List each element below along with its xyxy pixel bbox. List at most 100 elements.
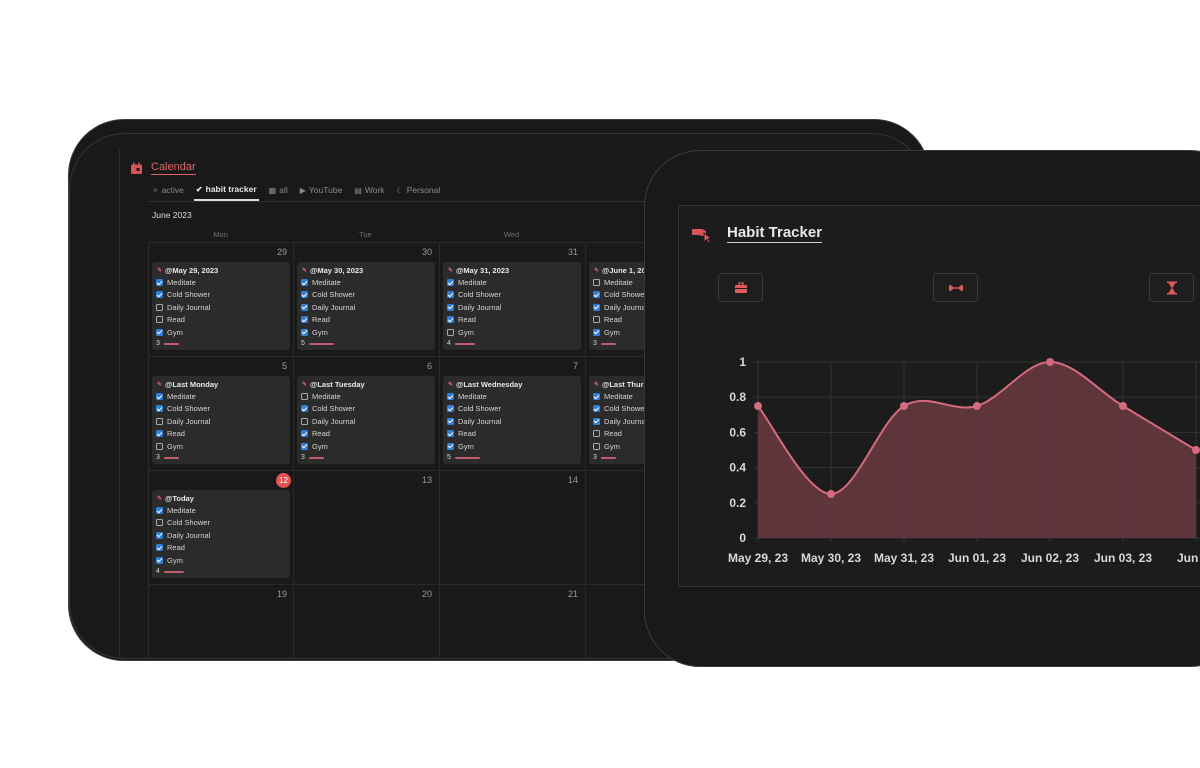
checkbox[interactable] [301, 328, 308, 336]
checkbox[interactable] [156, 279, 163, 286]
progress-bar [600, 456, 616, 459]
checkbox[interactable] [593, 328, 600, 336]
calendar-header[interactable]: Calendar [130, 161, 196, 175]
habit-item: Read [156, 315, 185, 324]
habit-card[interactable]: ✎ @May 30, 2023 Meditate Cold Shower Daily J… [297, 262, 435, 350]
habit-tracker-header[interactable]: Habit Tracker [691, 224, 823, 243]
tab-youtube[interactable]: ▶ YouTube [298, 183, 345, 200]
video-icon: ▶ [299, 185, 306, 195]
checkbox[interactable] [156, 430, 163, 438]
x-tick-label: May 30, 23 [801, 551, 861, 565]
day-number[interactable]: 6 [426, 361, 432, 371]
checkbox[interactable] [593, 442, 600, 450]
tab-all[interactable]: ▦ all [267, 183, 290, 200]
tab-label: active [161, 185, 184, 195]
day-number[interactable]: 21 [567, 589, 578, 599]
checkbox[interactable] [156, 405, 163, 413]
checkbox[interactable] [447, 303, 454, 311]
day-number[interactable]: 19 [276, 589, 287, 599]
checkbox[interactable] [447, 417, 454, 425]
day-number[interactable]: 14 [567, 475, 578, 485]
habit-item: Daily Journal [301, 303, 355, 312]
card-progress: 5 [447, 454, 480, 461]
checkbox[interactable] [156, 393, 163, 400]
checkbox[interactable] [447, 279, 454, 286]
dumbbell-button[interactable] [933, 273, 978, 302]
checkbox[interactable] [156, 442, 163, 450]
habit-label: Cold Shower [167, 404, 210, 414]
checkbox[interactable] [447, 442, 454, 450]
checkbox[interactable] [593, 316, 600, 324]
checkbox[interactable] [156, 519, 163, 527]
checkbox[interactable] [156, 316, 163, 324]
checkbox[interactable] [301, 393, 308, 400]
day-number[interactable]: 7 [572, 361, 578, 371]
checkbox[interactable] [301, 303, 308, 311]
today-badge[interactable]: 12 [276, 473, 291, 488]
checkbox[interactable] [447, 316, 454, 324]
habit-card[interactable]: ✎ @Last Tuesday Meditate Cold Shower Daily J… [297, 376, 435, 464]
checkbox[interactable] [593, 303, 600, 311]
checkbox[interactable] [301, 316, 308, 324]
checkbox[interactable] [301, 442, 308, 450]
tab-personal[interactable]: ☾ Personal [395, 183, 443, 200]
checkbox[interactable] [301, 405, 308, 413]
habit-item: Meditate [447, 392, 487, 401]
habit-label: Read [458, 315, 476, 325]
habit-label: Daily Journa [604, 302, 646, 312]
checkbox[interactable] [301, 430, 308, 438]
pencil-icon: ✎ [302, 382, 308, 388]
checkbox[interactable] [301, 417, 308, 425]
moon-icon: ☾ [396, 185, 404, 195]
day-number[interactable]: 31 [567, 247, 578, 257]
day-number[interactable]: 13 [421, 475, 432, 485]
habit-item: Cold Shower [156, 404, 210, 413]
checkbox[interactable] [301, 291, 308, 299]
checkbox[interactable] [447, 430, 454, 438]
checkbox[interactable] [301, 279, 308, 286]
checkbox[interactable] [447, 405, 454, 413]
habit-label: Daily Journal [312, 416, 356, 426]
habit-card[interactable]: ✎ @Last Monday Meditate Cold Shower Daily Jo… [152, 376, 290, 464]
checkbox[interactable] [156, 507, 163, 514]
checkbox[interactable] [447, 393, 454, 400]
progress-count: 3 [156, 340, 160, 347]
card-title: ✎ @May 30, 2023 [302, 266, 363, 275]
checkbox[interactable] [447, 328, 454, 336]
checkbox[interactable] [156, 556, 163, 564]
progress-count: 4 [156, 568, 160, 575]
progress-count: 3 [301, 454, 305, 461]
checkbox[interactable] [447, 291, 454, 299]
tab-active[interactable]: ✧ active [150, 183, 186, 200]
checkbox[interactable] [593, 291, 600, 299]
briefcase-button[interactable] [718, 273, 763, 302]
habit-card[interactable]: ✎ @May 29, 2023 Meditate Cold Shower Daily J… [152, 262, 290, 350]
habit-card[interactable]: ✎ @Today Meditate Cold Shower Daily Journal R… [152, 490, 290, 578]
calendar-title[interactable]: Calendar [151, 161, 196, 175]
tab-work[interactable]: ▤ Work [352, 183, 386, 200]
habit-card[interactable]: ✎ @Last Wednesday Meditate Cold Shower Daily… [443, 376, 581, 464]
checkbox[interactable] [593, 430, 600, 438]
habit-tracker-title[interactable]: Habit Tracker [727, 224, 823, 243]
day-number[interactable]: 20 [421, 589, 432, 599]
day-number[interactable]: 29 [276, 247, 287, 257]
checkbox[interactable] [156, 417, 163, 425]
checkbox[interactable] [593, 417, 600, 425]
day-number[interactable]: 30 [421, 247, 432, 257]
habit-card[interactable]: ✎ @May 31, 2023 Meditate Cold Shower Daily J… [443, 262, 581, 350]
habit-label: Meditate [458, 392, 487, 401]
checkbox[interactable] [156, 291, 163, 299]
checkbox[interactable] [593, 393, 600, 400]
checkbox[interactable] [156, 303, 163, 311]
tab-habit-tracker[interactable]: ✔ habit tracker [193, 182, 259, 201]
checkbox[interactable] [156, 531, 163, 539]
checkbox[interactable] [593, 279, 600, 286]
checkbox[interactable] [156, 328, 163, 336]
hourglass-button[interactable] [1149, 273, 1194, 302]
tab-label: Personal [406, 185, 441, 195]
check-circle-icon: ✔ [195, 184, 203, 194]
card-progress: 3 [156, 340, 179, 347]
checkbox[interactable] [593, 405, 600, 413]
checkbox[interactable] [156, 544, 163, 552]
day-number[interactable]: 5 [281, 361, 287, 371]
